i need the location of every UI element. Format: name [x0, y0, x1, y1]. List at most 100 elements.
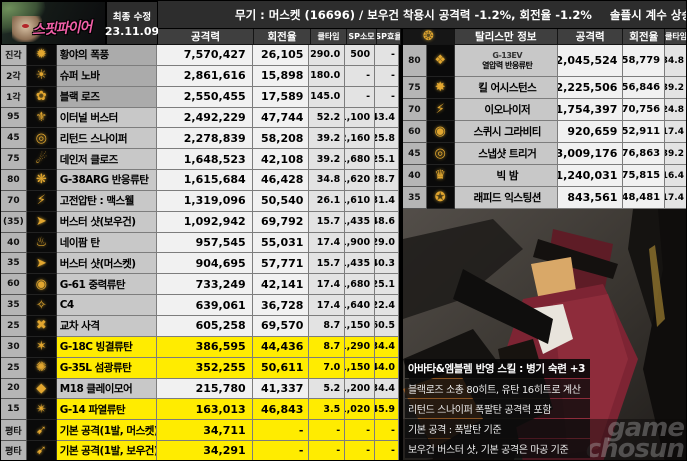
g14-frag-grenade-skill-icon: ✴: [35, 401, 47, 417]
squash-gravity-talisman-icon: ◉: [434, 124, 446, 139]
talisman-name: 래피드 익스팅션: [454, 187, 558, 209]
talisman-name: 킬 어시스턴스: [454, 77, 558, 99]
talisman-row: 70 ⚡ 이오나이저 1,754,397 70,756 24.8: [403, 99, 686, 121]
cooldown-value: 8.7: [309, 336, 346, 358]
skill-name: G-61 중력류탄: [56, 274, 158, 296]
skill-row: 1각 ✿ 블랙 로즈 2,550,455 17,589 145.0 - -: [1, 86, 399, 108]
talisman-attack-value: 920,659: [557, 121, 624, 143]
attack-value: 2,550,455: [157, 86, 253, 108]
skill-level: 40: [1, 232, 27, 254]
skill-row: 45 ◎ 리턴드 스나이퍼 2,278,839 58,208 39.2 2,16…: [1, 128, 399, 150]
sp-cost-value: 1,900: [345, 232, 376, 254]
talisman-name: 스퀴시 그라비티: [454, 121, 558, 143]
skill-level: 20: [1, 378, 27, 400]
cooldown-value: 290.0: [309, 45, 346, 66]
skill-level: 35: [1, 253, 27, 275]
cooldown-value: -: [309, 420, 346, 442]
skill-level: 25: [1, 357, 27, 379]
attack-value: 2,861,616: [157, 65, 253, 87]
basic-attack-bowgun-icon: ➹: [35, 443, 47, 459]
skill-row: 15 ✴ G-14 파열류탄 163,013 46,843 3.5 1,020 …: [1, 399, 399, 421]
skill-row: 70 ⚡ 고전압탄 : 맥스웰 1,319,096 50,540 26.1 1,…: [1, 190, 399, 212]
sp-cost-value: 1,150: [345, 315, 376, 337]
sp-efficiency-value: 25.8: [375, 128, 399, 150]
skill-name: M18 클레이모어: [56, 378, 158, 400]
cooldown-value: 15.7: [309, 211, 346, 233]
talisman-row: 45 ◎ 스냅샷 트리거 3,009,176 76,863 39.2: [403, 143, 686, 165]
rotation-value: 36,728: [252, 295, 310, 316]
napalm-shell-skill-icon: ♨: [35, 235, 48, 251]
rapid-extinction-talisman-icon: ✪: [434, 190, 446, 205]
last-modified-label: 최종 수정: [112, 11, 152, 23]
last-modified-date: 23.11.09: [104, 24, 160, 38]
cooldown-value: 3.5: [309, 399, 346, 421]
note-line: 리턴드 스나이퍼 폭팔탄 공격력 포함: [405, 399, 591, 418]
talisman-cooldown-value: 39.2: [665, 77, 686, 99]
attack-value: 386,595: [157, 336, 253, 358]
sp-cost-value: 1,150: [345, 357, 376, 379]
skill-level: 70: [1, 190, 27, 212]
attack-value: 1,092,942: [157, 211, 253, 233]
skill-level: 2각: [1, 65, 27, 87]
skill-level: 45: [1, 128, 27, 150]
attack-value: 1,319,096: [157, 190, 253, 212]
skill-row: (35) ➤ 버스터 샷(보우건) 1,092,942 69,792 15.7 …: [1, 211, 399, 233]
sp-efficiency-value: 25.1: [375, 149, 399, 171]
sp-efficiency-value: 29.0: [375, 232, 399, 254]
skill-name: 이터널 버스터: [56, 107, 158, 129]
attack-value: 2,278,839: [157, 128, 253, 150]
talisman-level: 35: [403, 187, 427, 209]
talisman-row: 35 ✪ 래피드 익스팅션 843,561 48,481 17.4: [403, 187, 686, 209]
sp-cost-value: 1,680: [345, 149, 376, 171]
column-header-attack: 공격력: [158, 29, 254, 45]
skill-name: 슈퍼 노바: [56, 65, 158, 87]
sp-efficiency-value: 31.4: [375, 190, 399, 212]
sp-efficiency-value: 22.4: [375, 295, 399, 316]
talisman-table: 80 ❖ G-13EV 열압력 반응류탄 2,045,524 58,779 34…: [401, 45, 686, 209]
skill-level: 30: [1, 336, 27, 358]
rotation-value: 69,792: [252, 211, 310, 233]
talisman-cooldown-value: 24.8: [665, 99, 686, 121]
column-header-rotation: 회전율: [254, 29, 311, 45]
skill-name: 네이팜 탄: [56, 232, 158, 254]
note-line: 보우건 버스터 샷, 기본 공격은 마공 기준: [405, 439, 591, 458]
cooldown-value: 52.2: [309, 107, 346, 129]
skill-row: 평타 ➹ 기본 공격(1발, 보우건) 34,291 - - - -: [1, 441, 399, 460]
rotation-value: 15,898: [252, 65, 310, 87]
super-nova-skill-icon: ☀: [35, 68, 48, 84]
skill-level: 25: [1, 315, 27, 337]
talisman-row: 60 ◉ 스퀴시 그라비티 920,659 52,911 17.4: [403, 121, 686, 143]
sp-cost-value: -: [345, 441, 376, 460]
skill-row: 2각 ☀ 슈퍼 노바 2,861,616 15,898 180.0 - -: [1, 65, 399, 87]
talisman-attack-value: 1,754,397: [557, 99, 624, 121]
skill-name: 블랙 로즈: [56, 86, 158, 108]
sp-cost-value: -: [345, 420, 376, 442]
skill-level: 75: [1, 149, 27, 171]
rotation-value: 46,843: [252, 399, 310, 421]
cooldown-value: 17.4: [309, 295, 346, 316]
talisman-attack-value: 843,561: [557, 187, 624, 209]
column-header-sp-efficiency: SP효율: [377, 29, 401, 45]
talisman-cooldown-value: 17.4: [665, 121, 686, 143]
last-modified-cell: 최종 수정 23.11.09: [104, 1, 160, 45]
logo-title: 스핏파이어: [31, 19, 92, 39]
wasteland-storm-skill-icon: ✹: [35, 47, 47, 63]
notes-overlay: 아바타&엠블렘 반영 스킬 : 병기 숙련 +3 블랙로즈 소총 80히트, 유…: [405, 359, 591, 458]
column-header-talisman-cooldown: 쿨타임: [665, 29, 686, 45]
talisman-rotation-value: 48,481: [623, 187, 666, 209]
basic-attack-musket-icon: ➹: [35, 422, 47, 438]
buster-shot-musket-skill-icon: ➤: [35, 255, 47, 271]
talisman-name: 스냅샷 트리거: [454, 143, 558, 165]
rotation-value: 42,141: [252, 274, 310, 296]
rotation-value: 46,428: [252, 170, 310, 191]
skill-level: 95: [1, 107, 27, 129]
skill-name: 버스터 샷(머스켓): [56, 253, 158, 275]
skill-name: G-35L 섬광류탄: [56, 357, 158, 379]
skill-level: 60: [1, 274, 27, 296]
skill-level: (35): [1, 211, 27, 233]
sp-cost-value: 1,100: [345, 107, 376, 129]
rotation-value: 55,031: [252, 232, 310, 254]
skill-name: 리턴드 스나이퍼: [56, 128, 158, 150]
column-header-sp-cost: SP소모: [347, 29, 377, 45]
talisman-rotation-value: 75,815: [623, 165, 666, 187]
